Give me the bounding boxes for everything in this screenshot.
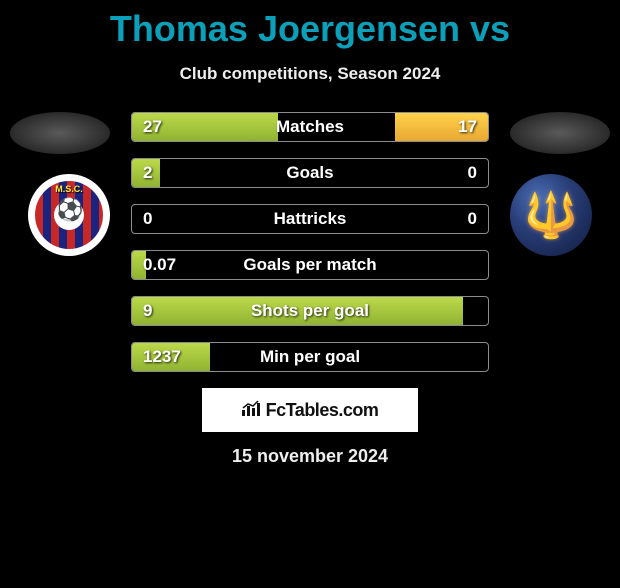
club-logo-left: M.S.C. [28,174,110,256]
club-left-abbrev: M.S.C. [35,184,103,194]
main-area: M.S.C. 🔱 2717Matches 20Goals 00Hattricks 0.… [0,112,620,467]
stat-row: 2717Matches [131,112,489,142]
player-avatar-right [510,112,610,154]
comparison-date: 15 november 2024 [0,446,620,467]
fctables-text: FcTables.com [266,400,379,421]
trident-icon: 🔱 [524,189,579,241]
stat-label: Matches [131,112,489,142]
stat-label: Hattricks [131,204,489,234]
chart-icon [242,400,262,421]
stat-label: Goals per match [131,250,489,280]
club-logo-right: 🔱 [510,174,592,256]
stat-row: 20Goals [131,158,489,188]
stat-row: 1237Min per goal [131,342,489,372]
stat-label: Goals [131,158,489,188]
stats-container: 2717Matches 20Goals 00Hattricks 0.07Goals p… [131,112,489,372]
comparison-title: Thomas Joergensen vs [0,8,620,50]
stat-label: Min per goal [131,342,489,372]
stat-label: Shots per goal [131,296,489,326]
player-avatar-left [10,112,110,154]
stat-row: 00Hattricks [131,204,489,234]
stat-row: 9Shots per goal [131,296,489,326]
fctables-logo[interactable]: FcTables.com [202,388,418,432]
stat-row: 0.07Goals per match [131,250,489,280]
comparison-subtitle: Club competitions, Season 2024 [0,64,620,84]
soccer-ball-icon [54,200,84,230]
